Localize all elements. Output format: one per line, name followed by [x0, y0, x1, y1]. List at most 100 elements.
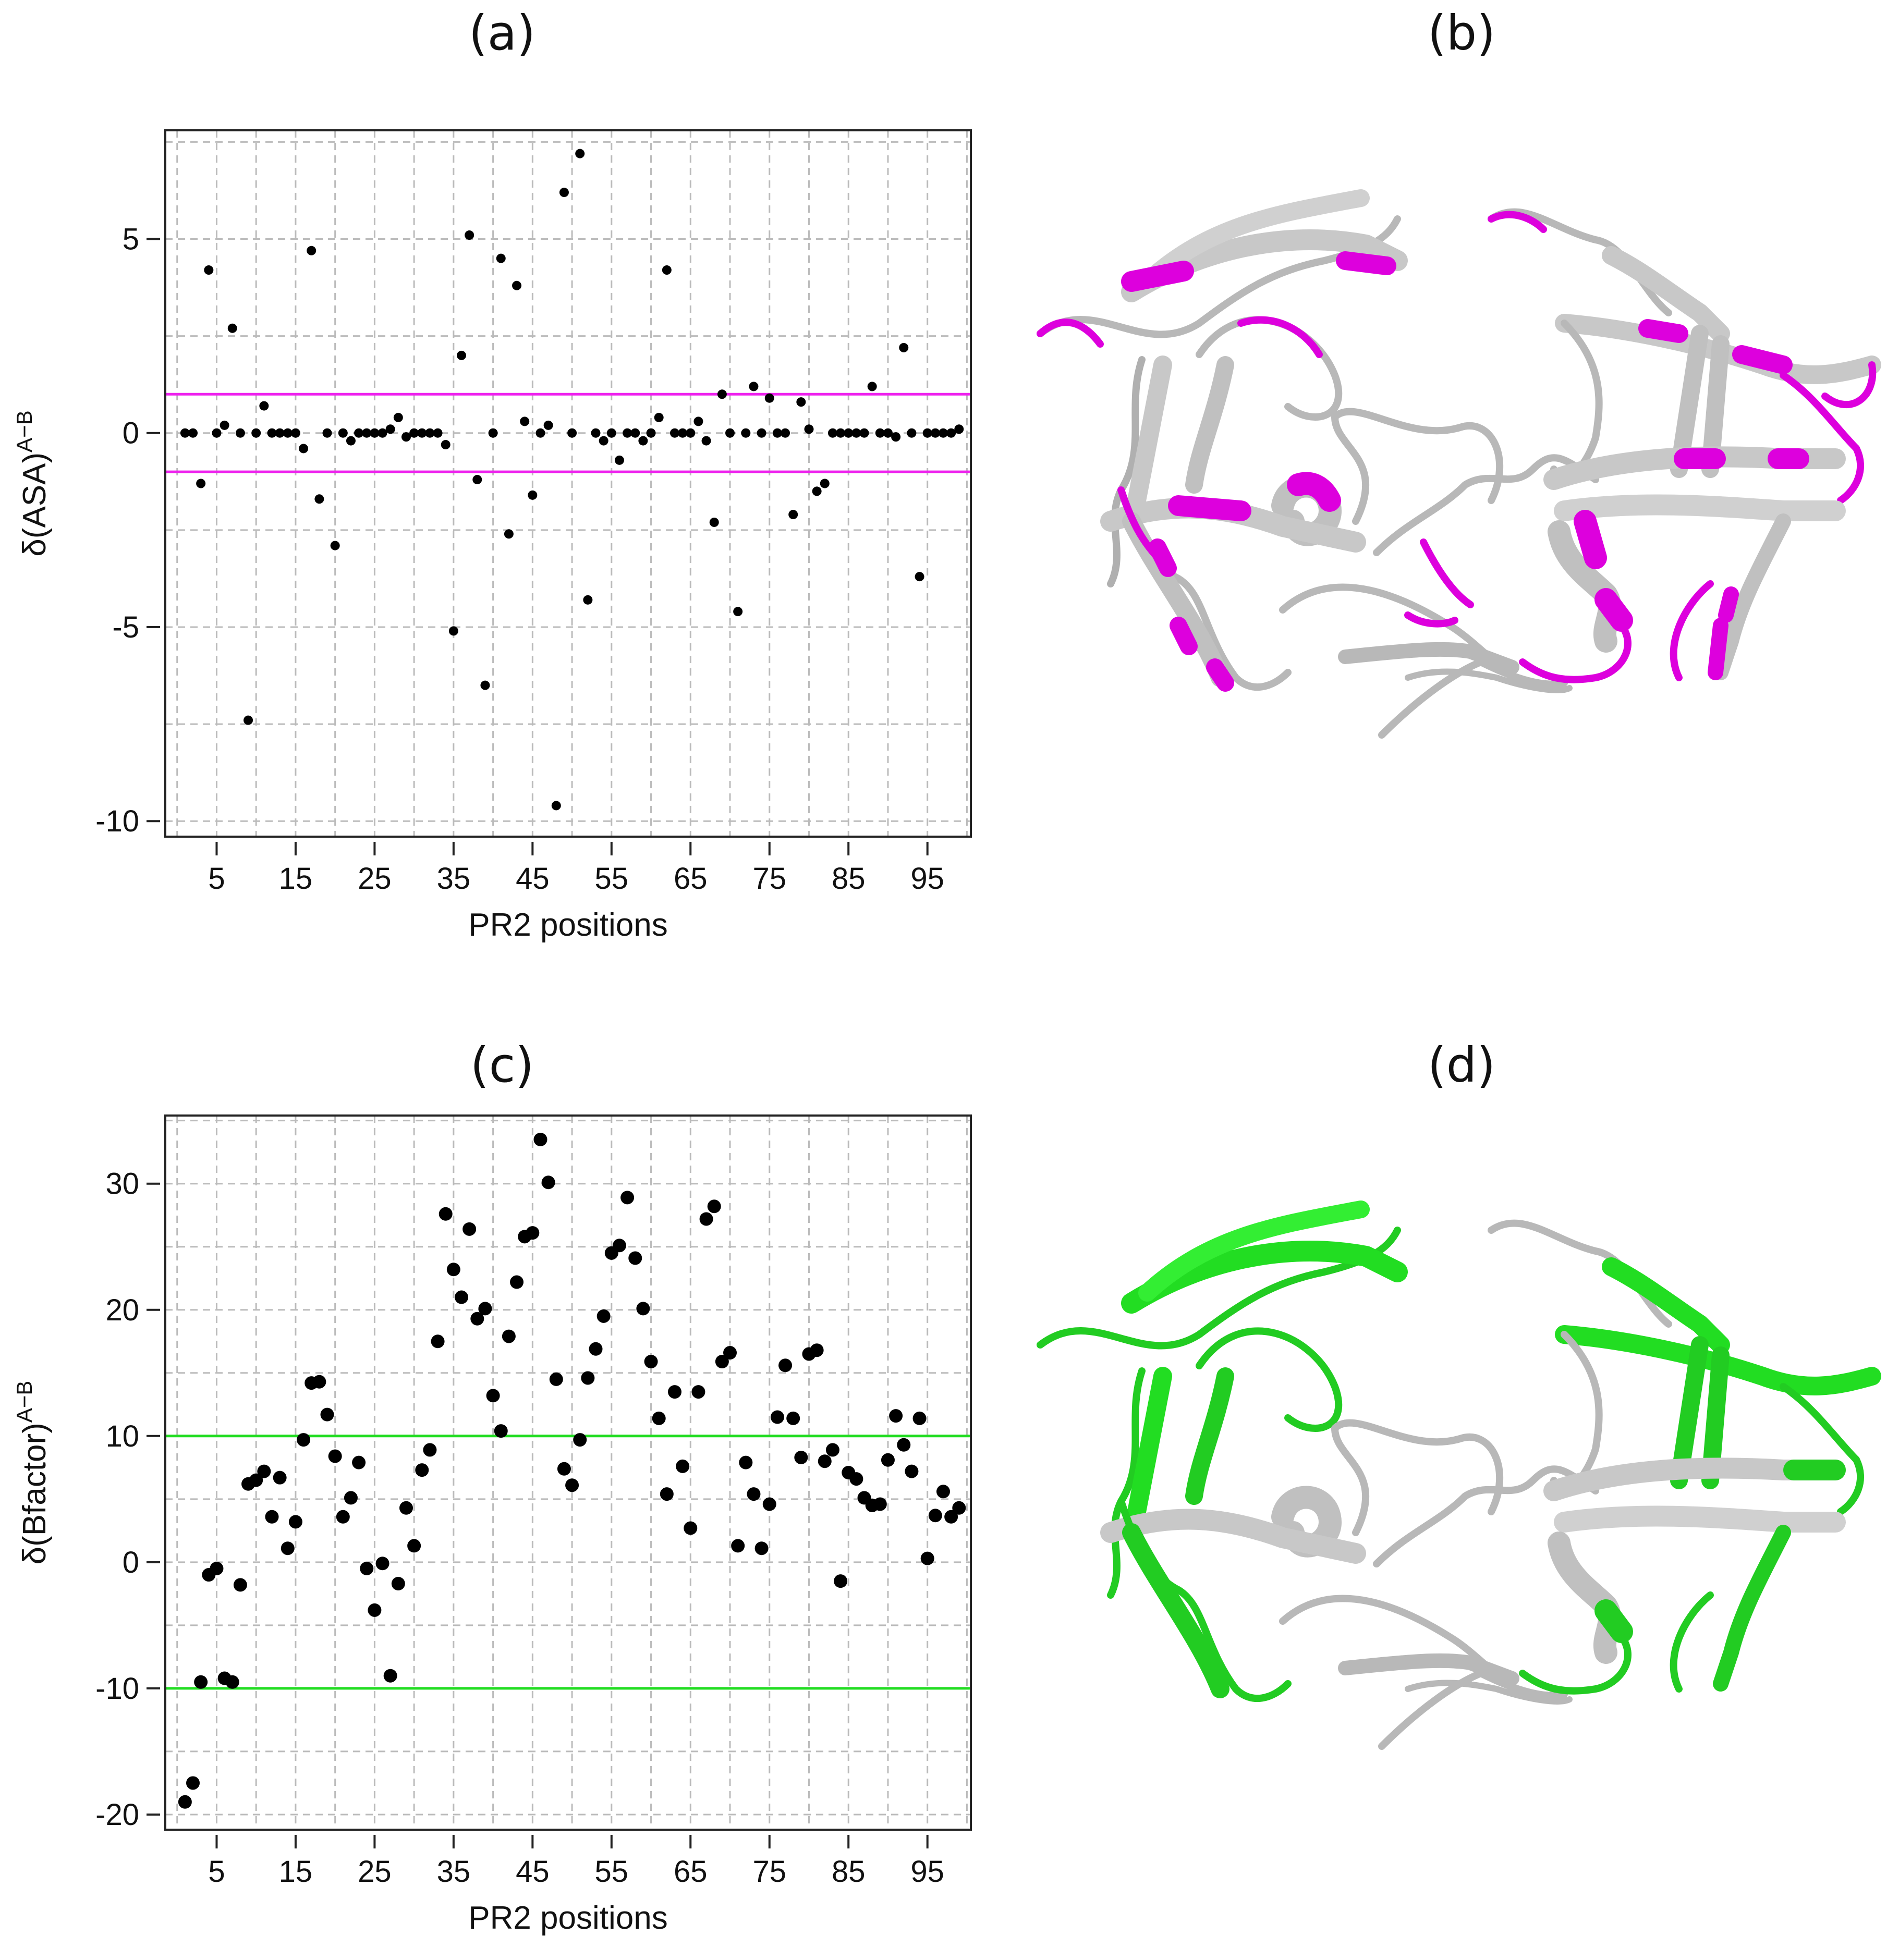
data-point [873, 1497, 887, 1511]
data-point [781, 428, 790, 438]
data-point [423, 1443, 437, 1457]
data-point [259, 401, 269, 411]
data-point [393, 412, 403, 422]
data-point [731, 1539, 745, 1553]
protein-structure-bfactor-image [1037, 1200, 1881, 1750]
protein-strand-left-vert-2 [1185, 356, 1234, 494]
data-point [660, 1487, 674, 1501]
data-point [557, 1462, 571, 1476]
protein-d-coil-tail [1405, 1680, 1573, 1705]
data-point [630, 428, 640, 438]
data-point [938, 428, 948, 438]
protein-d-strand-right-top-2 [1555, 1325, 1881, 1395]
data-point [320, 1407, 334, 1422]
data-point [433, 428, 443, 438]
x-tick-label: 5 [208, 862, 225, 896]
data-point [196, 479, 206, 488]
data-point [794, 1450, 808, 1464]
y-axis-title-main: δ(Bfactor) [17, 1423, 53, 1564]
data-point [257, 1464, 271, 1478]
data-point [644, 1354, 658, 1368]
x-tick-label: 65 [674, 862, 708, 896]
data-point [446, 1263, 460, 1277]
data-point [441, 440, 451, 450]
x-tick-label: 85 [832, 862, 866, 896]
protein-highlight-3 [1037, 318, 1104, 348]
protein-d-strand-left-vert [1127, 1367, 1172, 1521]
data-point [804, 424, 814, 434]
y-tick-label: 10 [105, 1419, 139, 1453]
x-tick-label: 5 [208, 1855, 225, 1889]
plot-frame [164, 129, 972, 838]
data-point [889, 1409, 903, 1423]
data-point [583, 595, 593, 605]
data-point [448, 626, 458, 636]
data-point [180, 428, 190, 438]
protein-highlight-11 [1638, 319, 1793, 374]
data-point [504, 529, 514, 539]
protein-d-strand-right-mid [1543, 1457, 1846, 1501]
data-point [818, 1454, 832, 1468]
data-point [764, 393, 774, 403]
data-point [952, 1501, 966, 1515]
x-tick-label: 75 [752, 862, 786, 896]
protein-d-coil-right-mid [1550, 1331, 1603, 1492]
data-point [954, 424, 964, 434]
x-tick-label: 55 [595, 862, 629, 896]
data-point [899, 342, 909, 352]
data-point [772, 428, 782, 438]
data-point [778, 1358, 793, 1373]
panel-label-d: (d) [1427, 1037, 1496, 1093]
data-point [299, 444, 309, 454]
data-point [867, 382, 877, 391]
protein-d-coil-right-loop [1780, 1383, 1864, 1515]
protein-d-strand-left-vert-2 [1185, 1367, 1234, 1505]
x-tick-label: 45 [516, 1855, 550, 1889]
data-point [946, 428, 956, 438]
protein-d-strand-top-left-2 [1138, 1200, 1370, 1302]
data-point [754, 1541, 769, 1555]
data-point [897, 1438, 911, 1452]
data-point [891, 432, 901, 442]
protein-strand-right-mid [1543, 446, 1846, 490]
data-point [455, 1290, 469, 1304]
data-point [788, 510, 798, 520]
data-point [178, 1795, 192, 1809]
data-point [733, 607, 743, 617]
data-point [283, 428, 293, 438]
protein-highlight-8 [1117, 486, 1166, 567]
data-point [225, 1675, 239, 1689]
data-point [623, 428, 632, 438]
data-point [652, 1411, 666, 1425]
panel-label-b: (b) [1427, 5, 1496, 61]
data-point [693, 416, 703, 426]
data-point [747, 1487, 761, 1501]
protein-highlight-2 [1336, 251, 1396, 275]
data-point [836, 428, 846, 438]
data-point [370, 428, 380, 438]
data-point [502, 1329, 516, 1343]
protein-d-coil-right-bottom [1670, 1591, 1714, 1693]
protein-strand-right-mid-2 [1554, 494, 1846, 521]
data-point [667, 1385, 681, 1399]
data-point [535, 428, 545, 438]
data-point [401, 432, 411, 442]
data-point [265, 1510, 279, 1524]
data-point [820, 479, 830, 488]
data-point [638, 436, 648, 446]
x-tick-label: 95 [910, 1855, 944, 1889]
data-point [936, 1485, 950, 1499]
data-point [541, 1175, 555, 1190]
data-point [328, 1449, 342, 1463]
data-point [275, 428, 285, 438]
data-point [905, 1464, 919, 1478]
data-point [322, 428, 332, 438]
data-point [606, 428, 616, 438]
data-point [188, 428, 198, 438]
data-point [549, 1372, 563, 1386]
y-tick-label: -10 [95, 1672, 139, 1706]
data-point [212, 428, 222, 438]
protein-d-loop-upper-center [1196, 1327, 1342, 1432]
x-tick-label: 25 [358, 862, 392, 896]
data-point [186, 1776, 200, 1790]
